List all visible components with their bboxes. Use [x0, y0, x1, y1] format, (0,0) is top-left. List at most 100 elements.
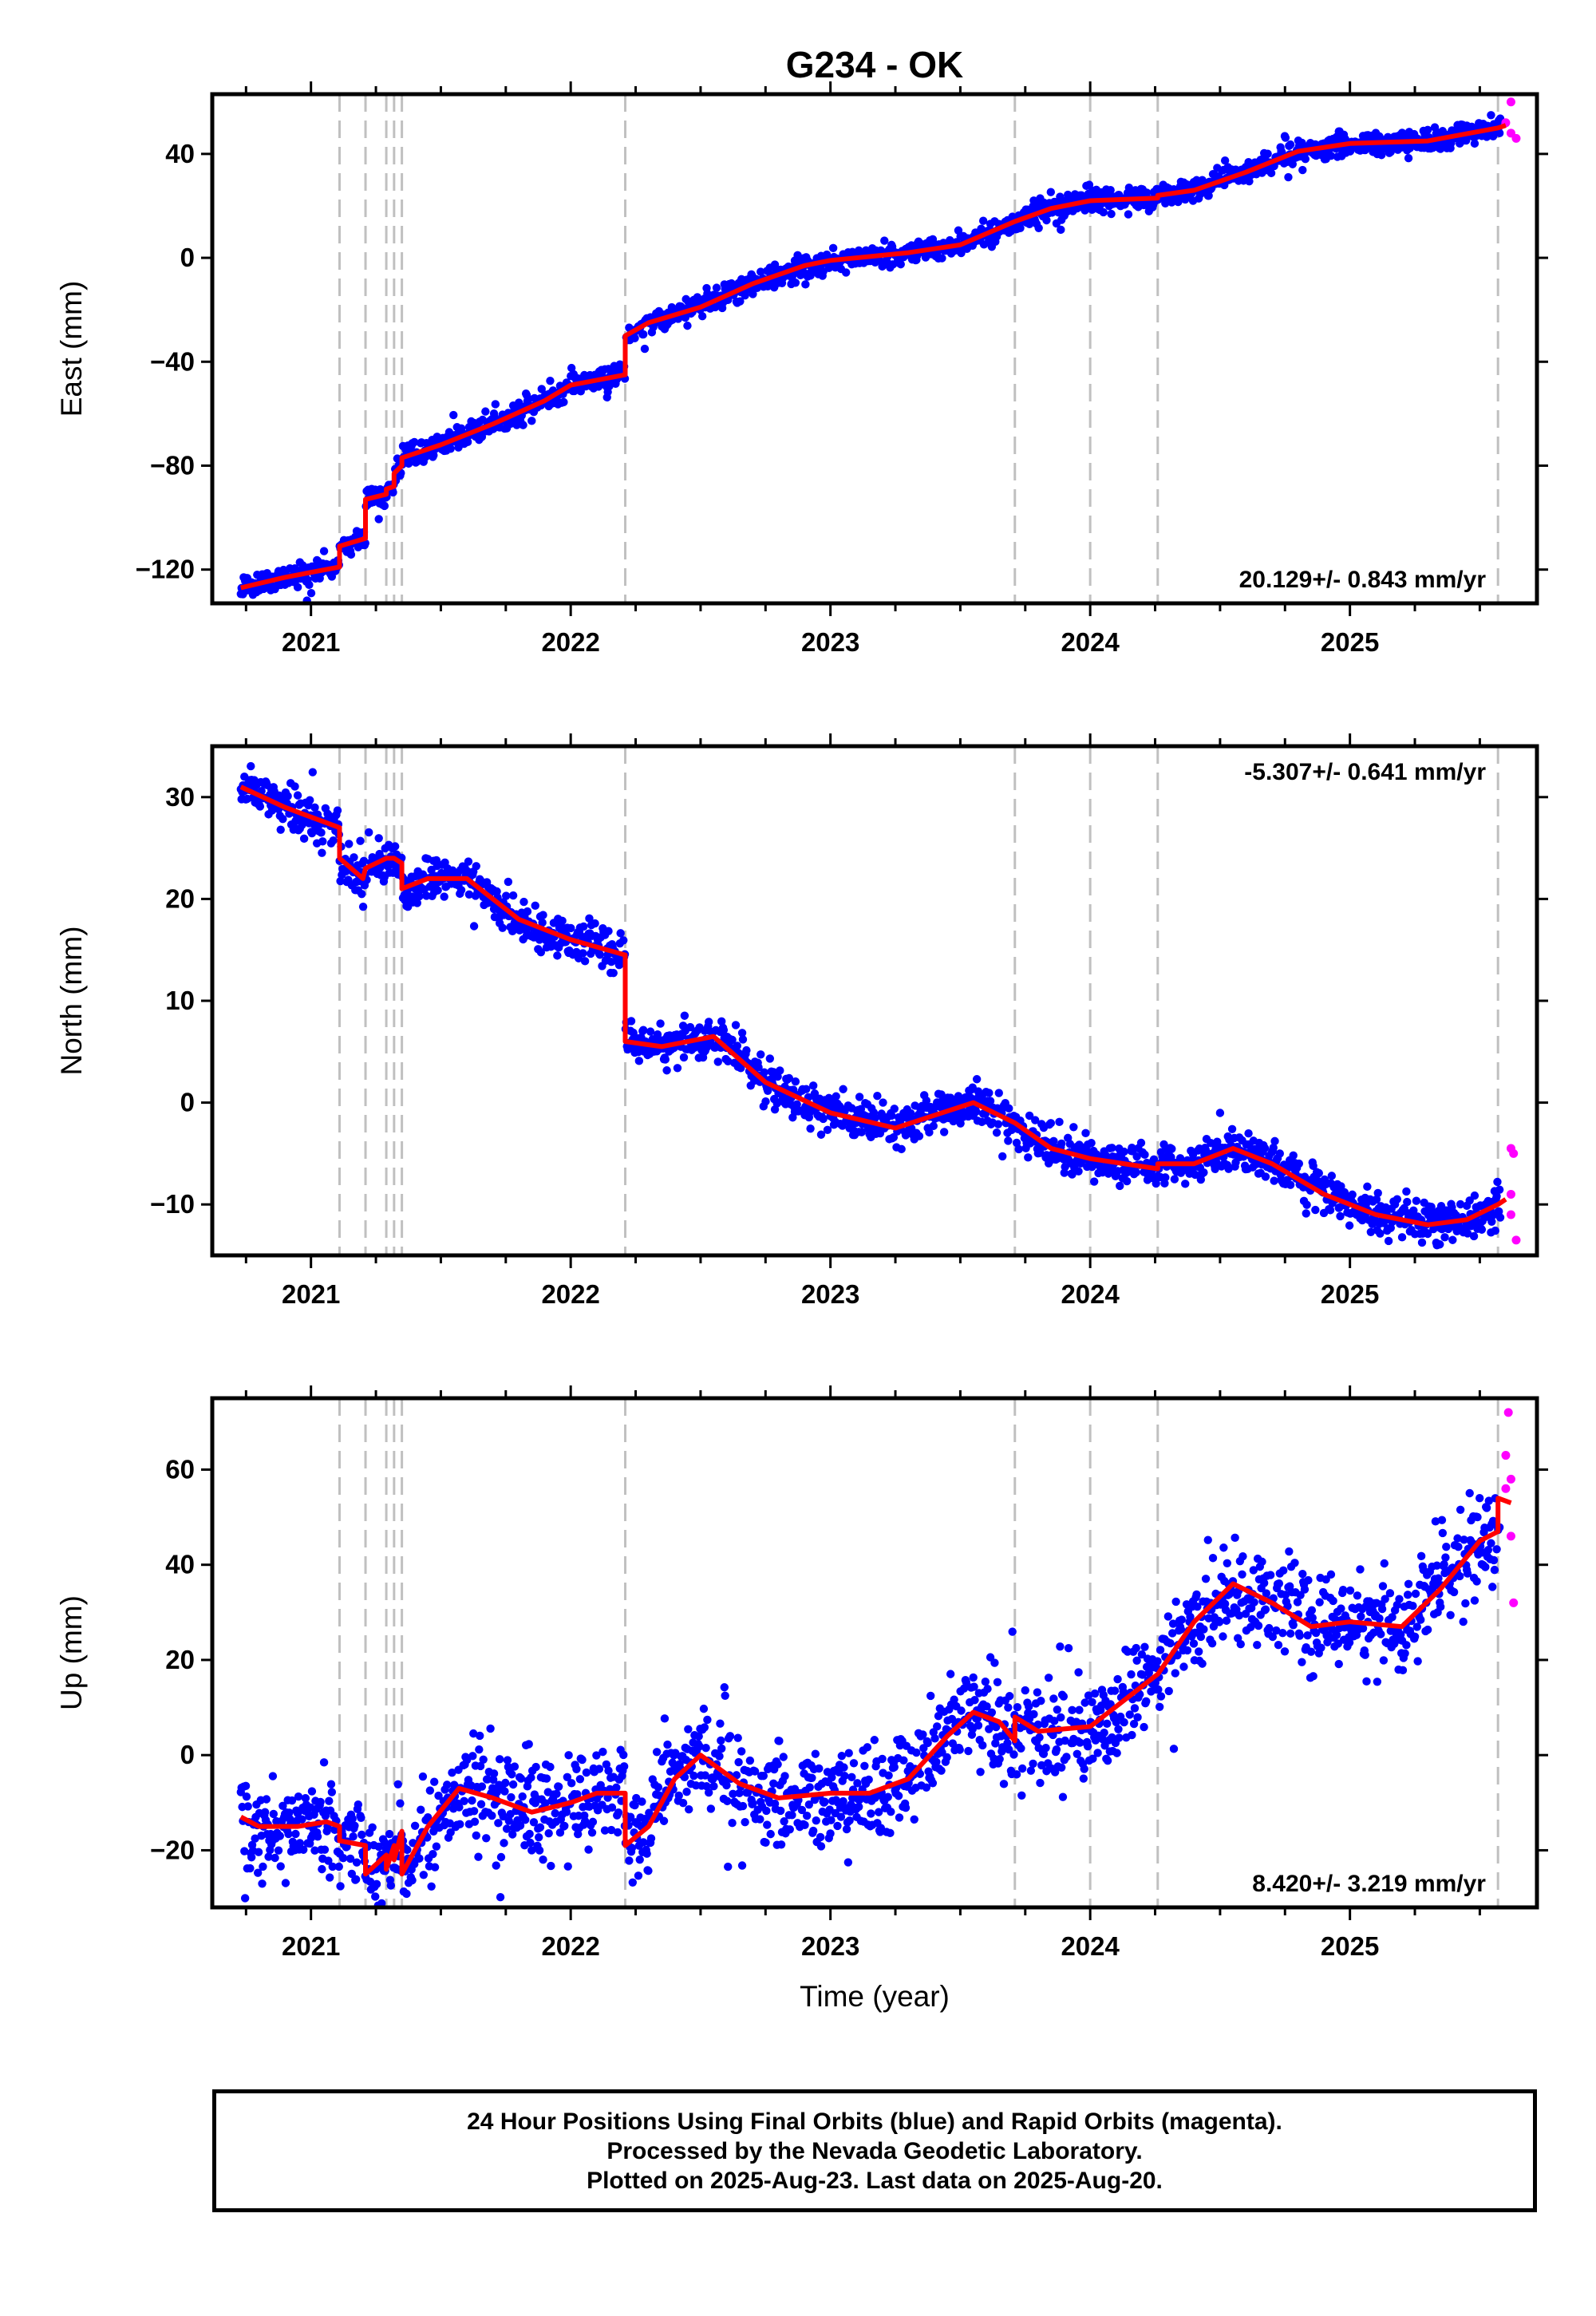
data-point [713, 1057, 722, 1066]
data-point [1307, 1606, 1317, 1614]
data-point [604, 1766, 613, 1775]
data-point [1012, 1770, 1021, 1779]
rapid-point [1506, 1210, 1515, 1219]
data-point [609, 968, 618, 978]
data-point [855, 1802, 863, 1812]
data-point [433, 886, 442, 895]
data-point [598, 1747, 607, 1757]
model-line [239, 785, 1507, 1227]
data-point [427, 1882, 436, 1891]
data-point [1314, 1168, 1323, 1178]
data-point [719, 1026, 729, 1034]
data-point [1262, 1589, 1271, 1598]
data-point [780, 1817, 788, 1826]
data-point [350, 1821, 359, 1830]
data-point [820, 1797, 829, 1806]
data-point [741, 1817, 749, 1827]
data-point [833, 1821, 842, 1831]
data-point [685, 1022, 695, 1032]
data-point [417, 1805, 425, 1814]
data-point [757, 1050, 765, 1059]
data-point [1274, 1641, 1283, 1650]
data-point [930, 1734, 939, 1743]
data-point [1286, 140, 1295, 149]
x-tick-label: 2023 [801, 627, 859, 657]
data-point [1029, 1759, 1037, 1769]
data-point [1055, 1117, 1064, 1127]
data-point [1345, 1221, 1354, 1230]
data-point [295, 1839, 304, 1848]
data-point [1281, 1591, 1290, 1599]
data-point [603, 1793, 612, 1802]
data-point [845, 1816, 854, 1825]
data-point [1293, 1598, 1302, 1607]
data-point [1274, 1579, 1284, 1588]
data-point [884, 1771, 893, 1780]
data-point [429, 1849, 437, 1859]
data-point [841, 268, 851, 277]
data-point [1132, 1643, 1140, 1653]
data-point [418, 1772, 428, 1781]
data-point [1079, 1774, 1088, 1783]
data-point [976, 1768, 985, 1777]
data-point [1005, 1104, 1013, 1113]
data-point [318, 848, 326, 857]
data-point [510, 1762, 519, 1771]
data-point [887, 1111, 896, 1120]
data-point [1192, 1590, 1201, 1599]
data-point [1046, 188, 1056, 196]
data-point [1194, 1647, 1203, 1656]
data-point [886, 1828, 895, 1838]
data-point [804, 1800, 814, 1809]
data-point [1033, 1688, 1042, 1697]
data-point [894, 1792, 903, 1800]
data-point [504, 1816, 513, 1825]
data-point [502, 1824, 512, 1833]
data-point [805, 1783, 814, 1792]
data-point [470, 1817, 480, 1826]
data-point [1329, 1596, 1337, 1606]
data-point [1315, 1598, 1324, 1607]
data-point [1173, 1650, 1182, 1660]
final-orbit-points [236, 1488, 1504, 1907]
data-point [489, 1769, 499, 1778]
data-point [1017, 1744, 1025, 1753]
data-point [349, 1832, 358, 1841]
data-point [1041, 1743, 1050, 1753]
data-point [1120, 1717, 1128, 1727]
data-point [1304, 1575, 1313, 1585]
data-point [567, 363, 576, 373]
data-point [1008, 1627, 1017, 1636]
data-point [816, 1842, 826, 1851]
data-point [855, 1093, 864, 1101]
data-point [1073, 1749, 1081, 1758]
data-point [660, 1714, 670, 1723]
data-point [562, 1808, 571, 1816]
data-point [464, 890, 474, 899]
data-point [878, 1754, 887, 1764]
data-point [626, 1812, 635, 1821]
data-point [1191, 1170, 1199, 1180]
data-point [1049, 1694, 1058, 1703]
data-point [403, 1845, 412, 1855]
data-point [857, 1128, 866, 1136]
data-point [757, 267, 765, 276]
data-point [472, 1831, 480, 1840]
data-point [546, 376, 555, 385]
data-point [1103, 1719, 1112, 1729]
data-point [1423, 1229, 1432, 1239]
data-point [918, 1730, 927, 1739]
data-point [449, 410, 458, 420]
data-point [536, 947, 546, 957]
data-point [937, 1090, 946, 1099]
data-point [1186, 1612, 1195, 1622]
data-point [521, 1816, 530, 1824]
data-point [1417, 1238, 1427, 1247]
data-point [832, 1092, 840, 1101]
data-point [995, 1755, 1004, 1764]
x-tick-label: 2024 [1061, 1279, 1120, 1309]
data-point [393, 1780, 402, 1789]
data-point [619, 936, 628, 945]
data-point [1058, 1792, 1068, 1801]
data-point [1120, 1147, 1128, 1156]
